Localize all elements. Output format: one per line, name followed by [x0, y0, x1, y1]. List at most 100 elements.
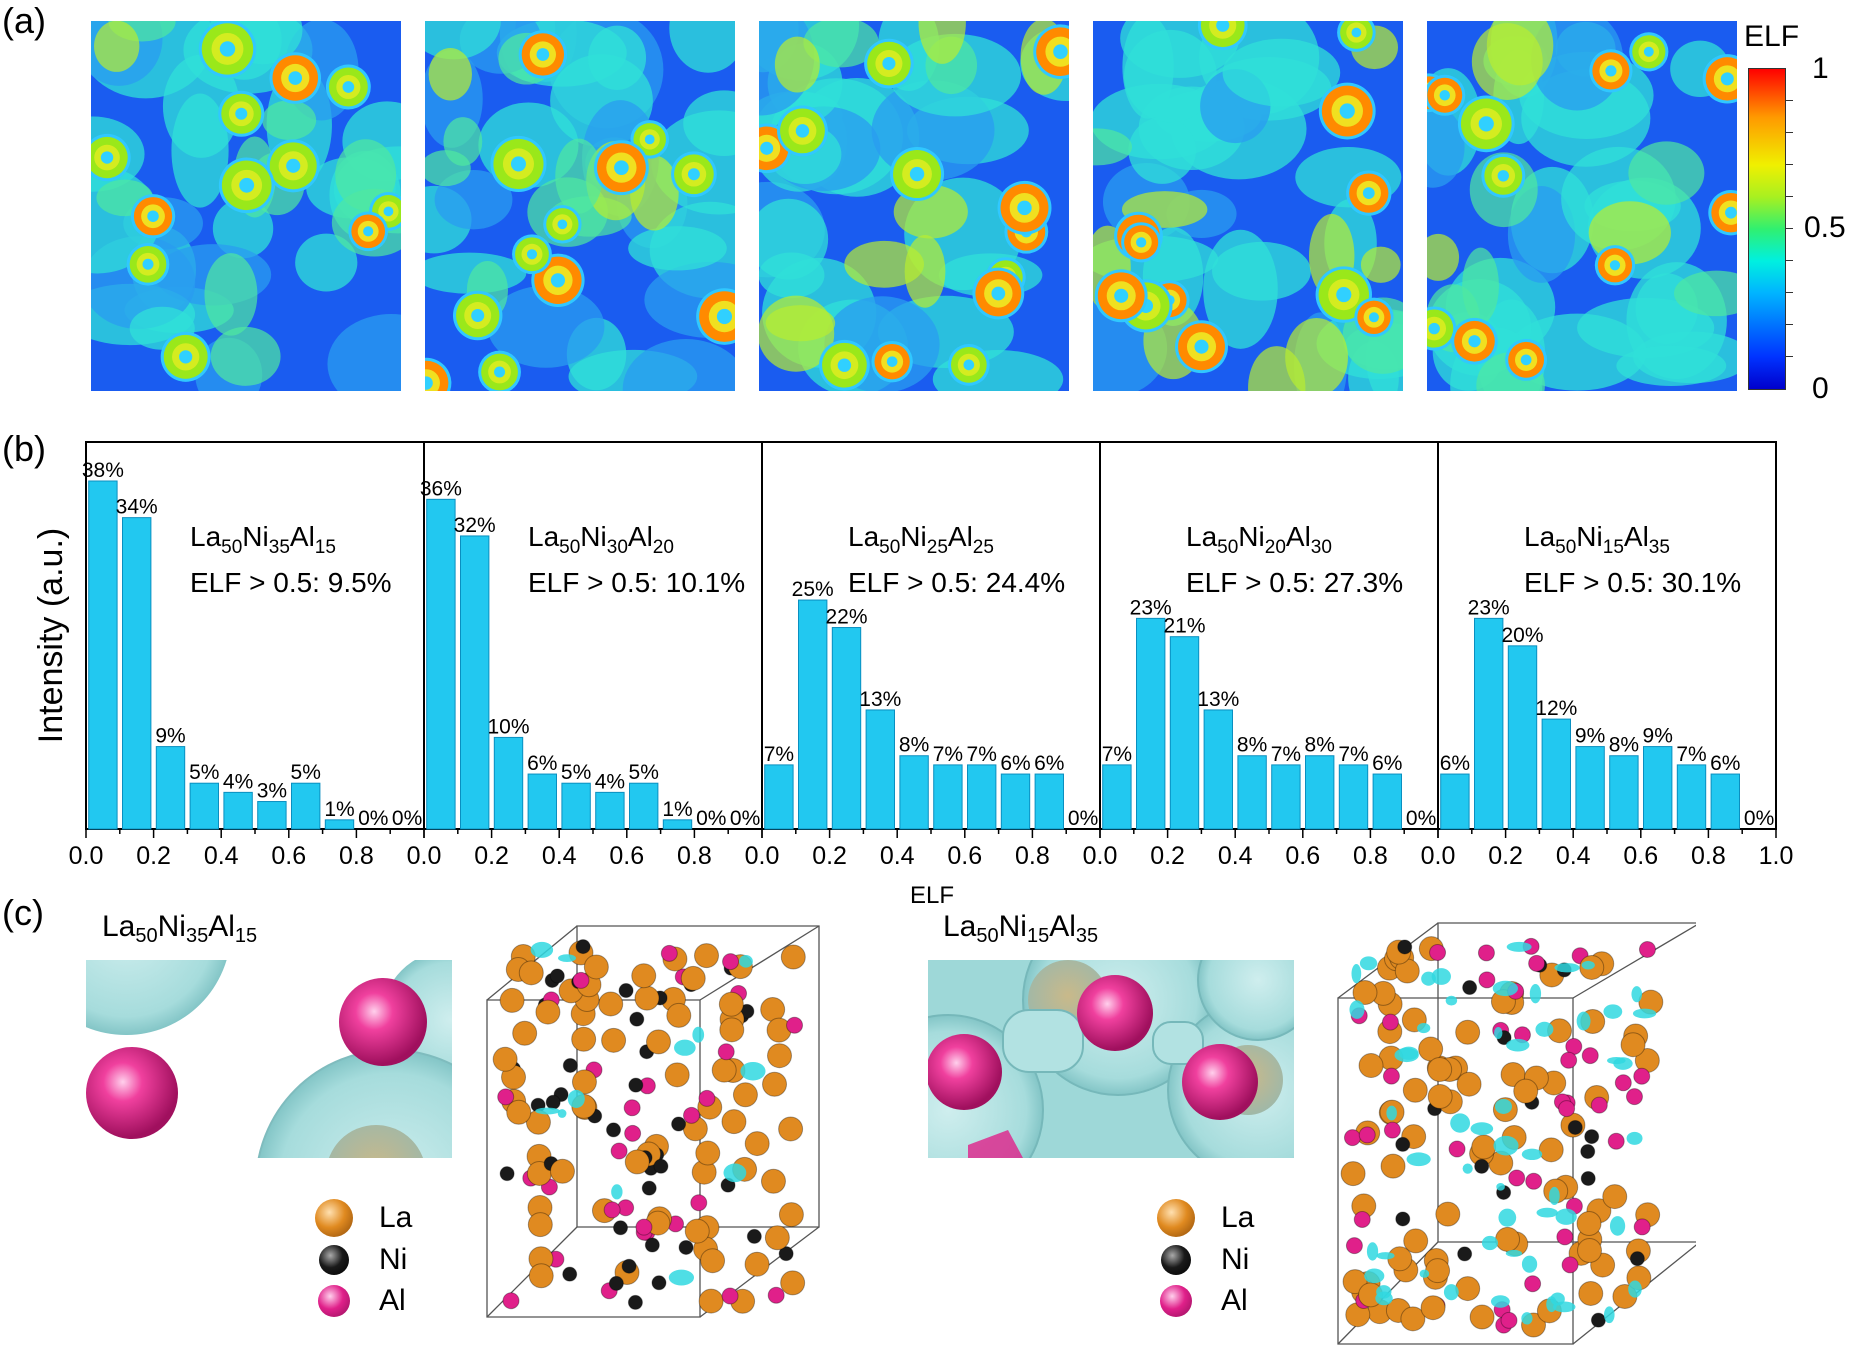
isosurface-blob	[567, 1089, 585, 1108]
al-atom-icon	[1160, 1285, 1192, 1317]
la-atom	[631, 963, 657, 989]
isosurface-blob	[1576, 1011, 1591, 1031]
al-atom	[660, 944, 678, 962]
al-atom	[690, 1194, 708, 1212]
al-atom	[1560, 1051, 1578, 1069]
ni-atom	[1462, 980, 1478, 996]
colorbar-tick	[1785, 324, 1793, 325]
histogram-bar	[1338, 764, 1369, 830]
colorbar-tick	[1785, 164, 1793, 165]
al-atom	[497, 1088, 515, 1106]
histogram-bar	[1305, 755, 1335, 830]
atom-core	[991, 286, 1006, 301]
atom-core	[1497, 170, 1509, 182]
atom-core	[909, 166, 925, 182]
map-blob	[1628, 141, 1705, 205]
x-tick-label: 0.2	[1488, 842, 1523, 870]
atom-core	[1136, 237, 1147, 248]
composition-label: La50Ni20Al30	[1186, 521, 1332, 558]
la-atom	[535, 999, 561, 1025]
ni-atom	[1629, 1251, 1645, 1267]
la-atom	[718, 991, 744, 1017]
bar-data-label: 8%	[1609, 734, 1639, 757]
la-atom	[744, 1251, 770, 1277]
map-blob	[918, 21, 966, 64]
atom-core	[1478, 116, 1494, 132]
map-blob	[428, 47, 473, 101]
atom-core	[1017, 200, 1032, 216]
isosurface-blob	[1521, 1148, 1543, 1161]
map-blob	[1616, 345, 1727, 386]
x-tick-label: 0.6	[947, 842, 982, 870]
atom-core	[557, 219, 568, 230]
histogram-bar	[122, 517, 152, 830]
histogram-bar	[493, 736, 524, 830]
bar-data-label: 32%	[454, 514, 496, 537]
histogram-bar	[1474, 617, 1504, 830]
bar-data-label: 21%	[1163, 615, 1205, 638]
bar-data-label: 6%	[1000, 752, 1030, 775]
isosurface-blob	[1376, 1252, 1395, 1260]
histogram-bar	[1507, 645, 1538, 830]
isosurface-blob	[723, 1163, 747, 1183]
histogram-bar	[189, 782, 219, 830]
isosurface-blob	[1386, 1105, 1397, 1121]
histogram-bar	[223, 791, 253, 830]
al-atom	[1358, 1126, 1376, 1144]
map-blob	[94, 21, 140, 72]
bar-data-label: 25%	[792, 578, 834, 601]
la-atom	[492, 1046, 518, 1072]
map-blob	[1123, 29, 1217, 123]
structure-formula-2: La50Ni15Al35	[943, 910, 1099, 947]
al-atom	[1381, 1013, 1399, 1031]
bar-data-label: 0%	[1068, 807, 1098, 830]
panel-label-c: (c)	[2, 892, 44, 933]
la-atom	[506, 1099, 532, 1125]
atom-core	[494, 366, 506, 378]
isosurface-zoom-2	[928, 960, 1294, 1158]
al-atom	[339, 978, 427, 1066]
ni-atom	[1567, 1119, 1583, 1135]
colorbar-tick	[1785, 228, 1793, 229]
isosurface-blob	[1555, 1208, 1577, 1225]
la-atom	[528, 1263, 554, 1289]
la-atom	[499, 987, 525, 1013]
bar-data-label: 6%	[527, 752, 557, 775]
map-blob	[1248, 346, 1306, 391]
la-atom	[684, 1218, 710, 1244]
isosurface-blob	[1443, 1284, 1459, 1301]
la-atom	[778, 1202, 804, 1228]
x-tick-label: 0.4	[1556, 842, 1591, 870]
la-atom	[762, 1071, 788, 1097]
ni-atom	[1590, 1312, 1606, 1328]
bar-data-label: 6%	[1034, 752, 1064, 775]
x-tick-label: 0.6	[1623, 842, 1658, 870]
atom-core	[716, 308, 733, 325]
histogram-bar	[1136, 617, 1166, 830]
elf-map-4	[1093, 21, 1403, 391]
ni-atom	[1474, 1158, 1490, 1174]
x-tick-label: 0.4	[204, 842, 239, 870]
isosurface-blob	[1406, 1152, 1431, 1167]
isosurface-blob	[1417, 1022, 1431, 1034]
ni-atom	[1457, 1246, 1473, 1262]
al-atom	[623, 1099, 641, 1117]
panel-label-b: (b)	[2, 428, 46, 469]
al-atom	[1448, 1140, 1466, 1158]
la-atom	[1455, 1019, 1481, 1045]
map-blob	[1093, 128, 1133, 166]
isosurface-shell	[1197, 960, 1294, 1041]
al-atom	[1383, 1121, 1401, 1139]
isosurface-blob	[1521, 1312, 1533, 1325]
al-atom	[1077, 975, 1153, 1051]
ni-atom	[644, 1237, 660, 1253]
colorbar-tick	[1785, 356, 1793, 357]
x-tick-label: 0.8	[1015, 842, 1050, 870]
atom-core	[536, 48, 550, 61]
isosurface-blob	[558, 954, 576, 962]
isosurface-blob	[668, 1269, 695, 1286]
isosurface-blob	[1609, 1216, 1626, 1236]
map-blob	[1427, 105, 1465, 188]
ni-atom	[1395, 1136, 1411, 1152]
atom-core	[1643, 46, 1654, 57]
